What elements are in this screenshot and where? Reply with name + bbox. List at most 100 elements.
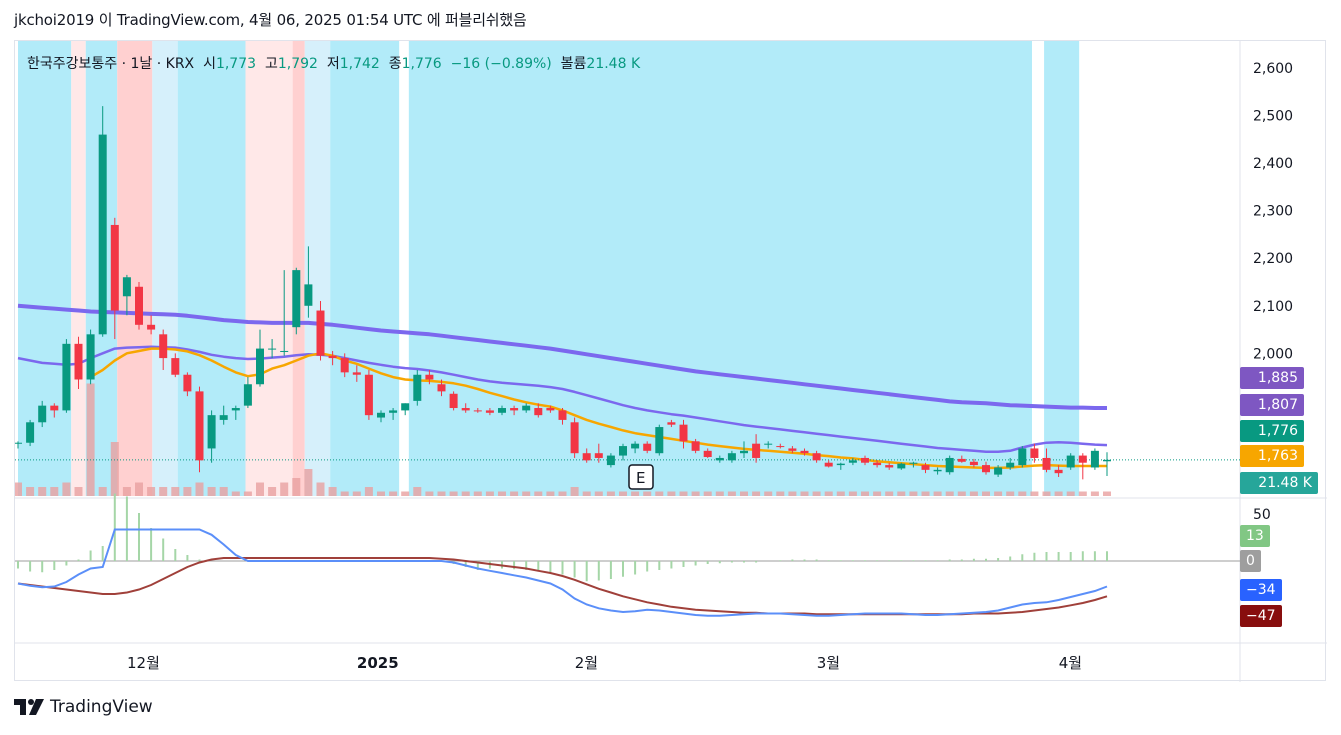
candle-12: [159, 329, 168, 370]
tradingview-logo[interactable]: TradingView: [14, 697, 153, 717]
ma-mid-line: [17, 345, 1108, 454]
candle-57: [703, 448, 712, 458]
candle-40: [498, 405, 506, 416]
candle-body-11: [147, 324, 156, 330]
volume-bar-40: [498, 491, 506, 496]
volume-bar-35: [437, 491, 446, 496]
volume-bar-4: [62, 482, 71, 496]
candle-body-7: [98, 134, 107, 335]
candle-body-0: [15, 442, 22, 444]
volume-bar-39: [485, 491, 494, 496]
volume-bar-32: [401, 491, 410, 496]
volume-bar-70: [861, 491, 869, 496]
candle-body-30: [377, 412, 385, 418]
candle-49: [606, 453, 615, 468]
candle-body-50: [619, 446, 627, 456]
candle-body-31: [389, 410, 398, 413]
legend-close-label: 종: [388, 56, 402, 72]
candle-51: [631, 441, 640, 454]
x-tick-label-3: 3월: [817, 654, 840, 672]
candle-body-25: [316, 310, 325, 356]
legend-high-label: 고: [264, 56, 278, 72]
volume-bar-18: [231, 491, 240, 496]
volume-bar-62: [764, 491, 773, 496]
chart-canvas[interactable]: 2,600 2,500 2,400 2,300 2,200 2,100 2,000 E 12월 2…: [15, 41, 1327, 682]
candle-body-78: [957, 458, 966, 462]
legend-symbol[interactable]: 한국주강보통주 · 1날 · KRX: [27, 56, 195, 72]
indicator-upper-tick: 50: [1253, 507, 1271, 523]
candle-body-39: [485, 410, 494, 413]
candle-body-59: [727, 453, 736, 461]
candle-body-37: [461, 408, 470, 411]
zero-tag: 0: [1240, 550, 1261, 572]
candle-body-1: [26, 422, 35, 443]
candle-88: [1078, 453, 1087, 480]
candle-body-66: [812, 453, 821, 461]
candle-body-47: [582, 453, 591, 461]
volume-bar-27: [340, 491, 349, 496]
volume-bar-21: [268, 487, 277, 496]
candle-0: [15, 441, 22, 449]
candle-body-81: [994, 467, 1003, 475]
volume-bar-9: [122, 487, 131, 496]
candle-body-58: [715, 457, 724, 461]
volume-bar-48: [594, 491, 603, 496]
candle-body-48: [594, 453, 603, 458]
candle-36: [449, 391, 458, 411]
candle-body-12: [159, 334, 168, 359]
candle-body-68: [836, 463, 845, 466]
volume-bar-11: [147, 487, 156, 496]
candle-77: [945, 455, 954, 475]
tradingview-logo-icon: [14, 699, 44, 715]
candle-73: [897, 462, 906, 470]
candle-body-6: [86, 334, 95, 380]
candle-body-82: [1006, 462, 1015, 468]
candle-body-60: [740, 450, 748, 454]
candle-body-14: [183, 374, 192, 392]
legend-open: 1,773: [215, 56, 257, 72]
volume-bar-50: [619, 491, 627, 496]
candle-18: [231, 405, 240, 420]
candle-body-2: [38, 405, 47, 423]
candle-body-29: [364, 374, 373, 416]
volume-bar-23: [292, 478, 301, 496]
candle-85: [1042, 448, 1051, 473]
candle-58: [715, 455, 724, 463]
candle-19: [243, 377, 252, 409]
volume-bar-81: [994, 491, 1003, 496]
candle-56: [691, 438, 700, 454]
candle-63: [776, 443, 785, 449]
candle-11: [147, 315, 156, 335]
candle-body-85: [1042, 457, 1051, 470]
volume-bar-26: [328, 487, 337, 496]
candle-20: [256, 329, 264, 387]
volume-bar-17: [219, 487, 228, 496]
candle-23: [292, 267, 301, 335]
volume-bar-72: [885, 491, 894, 496]
volume-bar-31: [389, 491, 398, 496]
volume-bar-84: [1030, 491, 1039, 496]
candle-5: [74, 336, 83, 390]
background-zone-0: [18, 41, 72, 496]
candle-body-52: [643, 443, 652, 451]
candle-body-21: [268, 348, 277, 350]
candle-body-46: [570, 422, 579, 454]
candle-86: [1054, 465, 1063, 477]
earnings-marker-label: E: [636, 469, 645, 487]
background-zone-1: [71, 41, 86, 496]
candle-61: [752, 434, 761, 463]
candle-82: [1006, 457, 1015, 470]
legend-volume-label: 볼륨: [560, 56, 587, 72]
candle-64: [788, 446, 797, 454]
candle-body-53: [655, 427, 664, 454]
y-tick-label-4: 2,200: [1253, 251, 1293, 267]
candle-48: [594, 443, 603, 463]
candle-body-3: [50, 405, 59, 411]
candle-30: [377, 410, 385, 423]
candle-body-63: [776, 446, 785, 448]
candle-72: [885, 462, 894, 470]
chart-frame[interactable]: 2,600 2,500 2,400 2,300 2,200 2,100 2,000 E 12월 2…: [14, 40, 1327, 682]
volume-bar-16: [207, 487, 216, 496]
candle-66: [812, 450, 821, 463]
volume-bar-13: [171, 487, 180, 496]
